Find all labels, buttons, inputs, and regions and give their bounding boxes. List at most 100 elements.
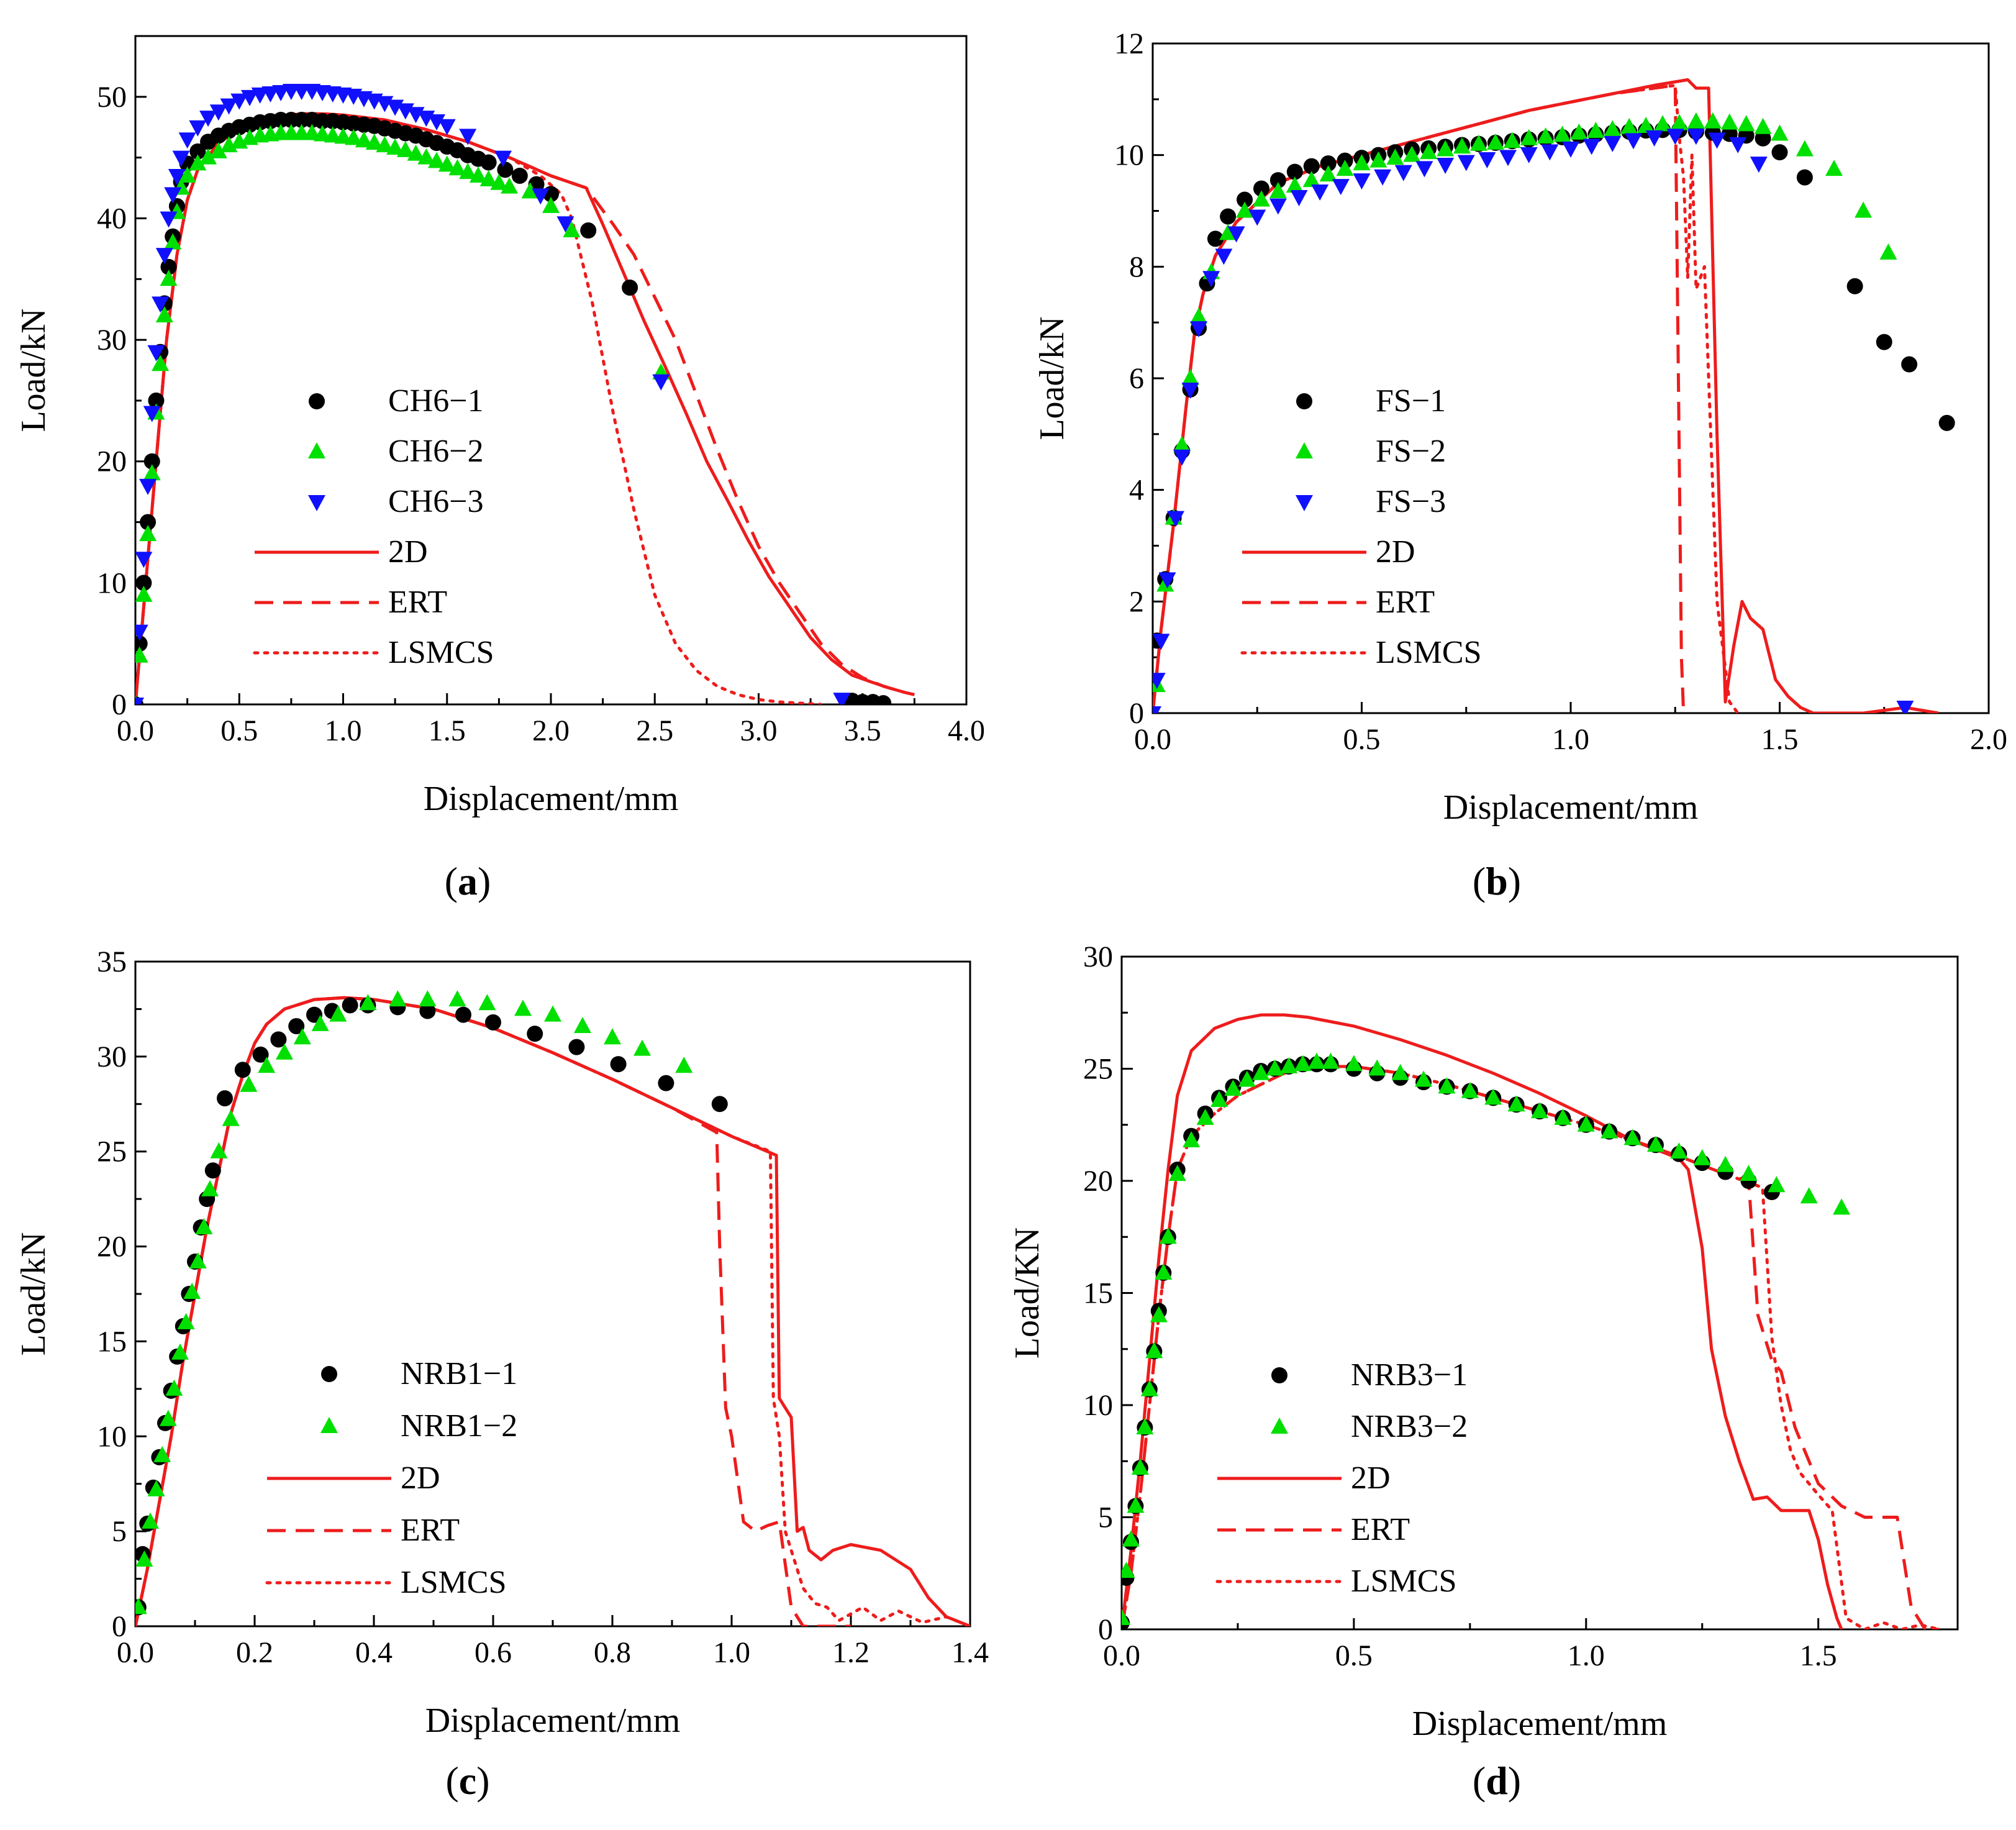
data-point <box>1140 1380 1158 1396</box>
x-tick-label: 0.6 <box>474 1636 512 1669</box>
data-point <box>1693 1149 1711 1165</box>
data-point <box>1771 124 1789 141</box>
y-axis-title: Load/kN <box>14 308 53 432</box>
data-point <box>164 233 182 250</box>
y-tick-label: 4 <box>1129 474 1144 507</box>
data-point <box>201 1180 219 1196</box>
data-point <box>1846 278 1863 294</box>
data-point <box>1308 1052 1326 1069</box>
data-point <box>1604 120 1622 137</box>
data-point <box>1302 171 1320 188</box>
data-point <box>230 93 248 110</box>
data-point <box>875 695 892 704</box>
series-line-ERT <box>135 112 905 704</box>
data-point <box>1190 307 1208 324</box>
data-point <box>342 997 358 1014</box>
legend: NRB1−1 NRB1−2 2D ERT LSMCS <box>265 1356 517 1600</box>
data-point <box>1167 511 1185 527</box>
data-point <box>459 163 477 180</box>
data-point <box>407 144 425 161</box>
data-point <box>135 1550 153 1567</box>
data-point <box>1253 180 1269 197</box>
data-point <box>1394 165 1412 181</box>
data-point <box>1484 1088 1502 1105</box>
data-point <box>1391 1063 1409 1080</box>
data-point <box>355 131 373 148</box>
series-line-ERT <box>135 996 851 1626</box>
data-point <box>142 1512 159 1529</box>
data-point <box>195 1218 213 1234</box>
data-point <box>164 187 182 204</box>
data-point <box>168 168 186 185</box>
legend-label: ERT <box>1351 1512 1410 1547</box>
series-markers-CH6−1 <box>135 111 892 704</box>
y-tick-label: 25 <box>1083 1053 1113 1086</box>
data-point <box>171 1343 189 1360</box>
legend-label: NRB1−2 <box>401 1408 517 1444</box>
data-point <box>1520 129 1538 145</box>
data-point <box>1654 115 1672 132</box>
data-point <box>1374 169 1392 186</box>
data-point <box>135 646 148 663</box>
data-point <box>1768 1176 1786 1193</box>
data-point <box>1582 139 1601 155</box>
data-point <box>1252 1063 1270 1080</box>
data-point <box>1131 1459 1149 1475</box>
data-point <box>1303 158 1320 175</box>
y-tick-label: 20 <box>97 445 127 478</box>
data-point <box>438 155 456 172</box>
data-point <box>288 1017 305 1034</box>
x-axis-title: Displacement/mm <box>1412 1705 1668 1743</box>
data-point <box>1220 208 1237 225</box>
data-point <box>833 693 851 704</box>
data-point <box>155 248 173 265</box>
data-point <box>497 162 514 178</box>
data-point <box>428 152 446 168</box>
x-tick-label: 1.0 <box>1552 723 1589 756</box>
x-tick-label: 1.2 <box>832 1636 870 1669</box>
data-point <box>419 990 437 1007</box>
data-point <box>272 84 290 101</box>
legend-marker <box>1271 1367 1287 1383</box>
data-point <box>544 1005 561 1022</box>
legend-label: LSMCS <box>401 1565 507 1600</box>
data-point <box>386 138 404 155</box>
data-point <box>160 211 178 228</box>
legend-marker <box>320 1417 338 1433</box>
data-point <box>1353 154 1371 171</box>
data-point <box>633 1039 651 1056</box>
data-point <box>334 127 352 144</box>
data-point <box>389 990 407 1007</box>
data-point <box>1269 182 1287 199</box>
panel-caption: (c) <box>445 1759 489 1803</box>
data-point <box>1420 143 1438 160</box>
panel-caption: (a) <box>445 859 491 903</box>
y-tick-label: 0 <box>1098 1613 1113 1646</box>
data-point <box>1601 1122 1619 1139</box>
data-point <box>1215 248 1233 265</box>
data-point <box>1437 157 1455 174</box>
series-markers-NRB1−2 <box>135 990 693 1614</box>
legend-label: FS−1 <box>1376 383 1446 419</box>
legend-label: CH6−1 <box>388 383 484 419</box>
data-point <box>480 154 497 171</box>
data-point <box>1604 135 1622 152</box>
x-tick-label: 3.5 <box>844 714 881 747</box>
data-point <box>1183 1131 1201 1148</box>
data-point <box>1252 190 1270 207</box>
data-point <box>1320 155 1337 172</box>
data-point <box>1158 572 1176 589</box>
data-point <box>1136 1418 1154 1435</box>
y-tick-label: 30 <box>97 324 127 357</box>
data-point <box>1620 117 1638 134</box>
data-point <box>478 994 496 1011</box>
data-point <box>261 86 279 102</box>
y-axis-title: Load/kN <box>14 1232 53 1355</box>
legend-label: ERT <box>388 585 447 620</box>
data-point <box>1286 176 1304 193</box>
y-tick-label: 2 <box>1129 585 1144 618</box>
data-point <box>234 1062 251 1078</box>
data-point <box>240 89 258 106</box>
data-point <box>1386 148 1404 165</box>
data-point <box>563 221 581 238</box>
